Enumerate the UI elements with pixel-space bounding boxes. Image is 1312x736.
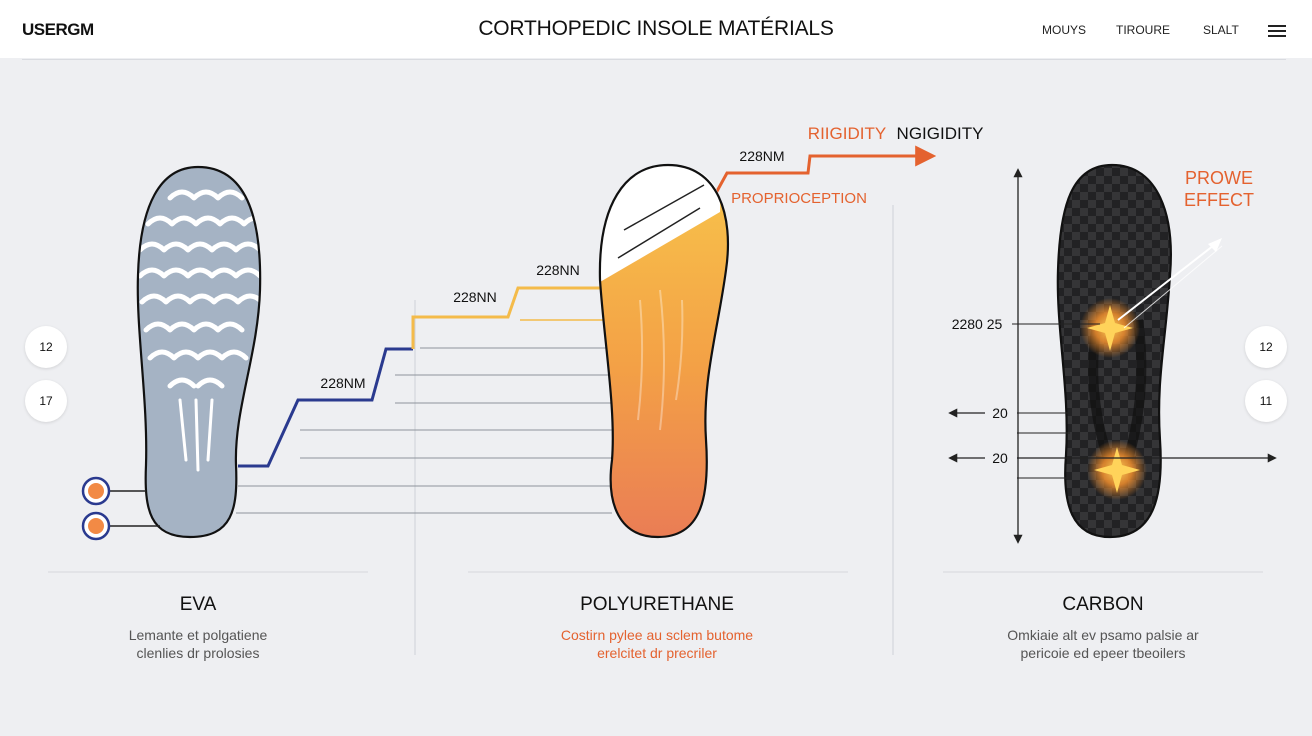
side-badge-right[interactable]: 12: [1245, 326, 1287, 368]
carbon-dimensions: [948, 168, 1277, 544]
side-badge-left[interactable]: 12: [25, 326, 67, 368]
description-line: Omkiaie alt ev psamo palsie ar: [1007, 627, 1199, 643]
dimension-label: 2280 25: [952, 316, 1003, 332]
polyurethane-insole: [598, 163, 730, 539]
proprioception-label: PROPRIOCEPTION: [731, 190, 867, 207]
rigidity-step-yellow: [411, 286, 604, 349]
step-label: 228NN: [453, 289, 497, 305]
dimension-label: 20: [992, 450, 1008, 466]
rigidity-label: NGIGIDITY: [897, 124, 984, 143]
top-bar: USERGM CORTHOPEDIC INSOLE MATÉRIALS MOUY…: [0, 0, 1312, 58]
description-line: Costirn pylee au sclem butome: [560, 627, 754, 643]
column-title-carbon: CARBON: [1062, 594, 1144, 615]
effect-label-line2: EFFECT: [1184, 190, 1254, 210]
step-label: 228NN: [536, 262, 580, 278]
header-divider: [22, 59, 1286, 60]
logo[interactable]: USERGM: [22, 20, 94, 39]
eva-pointers: [81, 476, 160, 541]
column-description-carbon: Omkiaie alt ev psamo palsie ar pericoie …: [953, 626, 1253, 662]
step-label: 228NM: [320, 375, 365, 391]
description-line: pericoie ed epeer tbeoilers: [1020, 645, 1186, 661]
page-title: CORTHOPEDIC INSOLE MATÉRIALS: [478, 17, 834, 40]
rigidity-step-navy: [238, 347, 413, 468]
rigidity-accent-label: RIIGIDITY: [808, 124, 886, 143]
side-badge-right[interactable]: 11: [1245, 380, 1287, 422]
eva-insole: [136, 165, 262, 539]
description-line: erelcitet dr precriler: [597, 645, 717, 661]
carbon-insole: [1056, 163, 1223, 539]
step-label: 228NM: [739, 148, 784, 164]
dimension-label: 20: [992, 405, 1008, 421]
column-title-polyurethane: POLYURETHANE: [580, 594, 734, 615]
column-description-eva: Lemante et polgatiene clenlies dr prolos…: [48, 626, 348, 662]
rigidity-step-orange: [714, 145, 937, 194]
hamburger-menu-icon[interactable]: [1268, 24, 1286, 38]
side-badge-left[interactable]: 17: [25, 380, 67, 422]
connector-lines: [236, 347, 612, 514]
column-description-polyurethane: Costirn pylee au sclem butome erelcitet …: [507, 626, 807, 662]
description-line: clenlies dr prolosies: [136, 645, 260, 661]
nav-link-slalt[interactable]: SLALT: [1203, 23, 1239, 37]
effect-label-line1: PROWE: [1185, 168, 1253, 188]
description-line: Lemante et polgatiene: [128, 627, 268, 643]
nav-link-tiroure[interactable]: TIROURE: [1116, 23, 1170, 37]
column-title-eva: EVA: [179, 594, 217, 615]
nav-link-mouys[interactable]: MOUYS: [1042, 23, 1087, 37]
